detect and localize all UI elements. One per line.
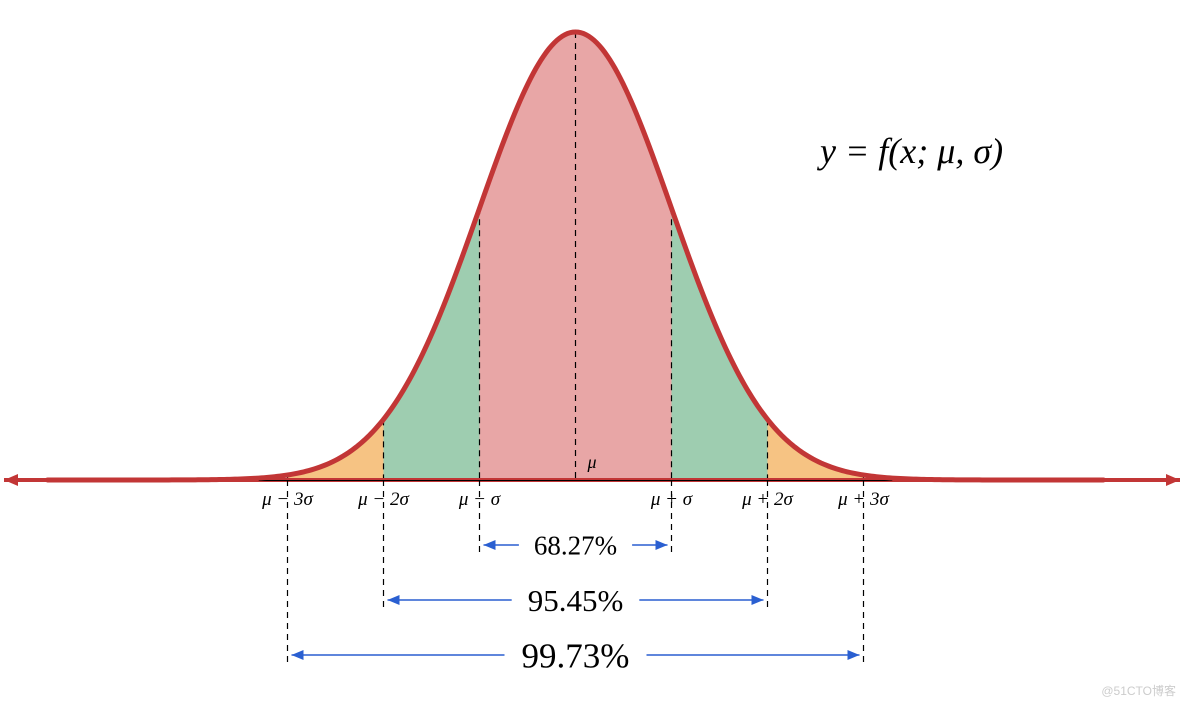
bracket-label-2sigma: 95.45% <box>528 583 624 618</box>
bracket-label-3sigma: 99.73% <box>522 636 630 675</box>
axis-label-0sigma: μ <box>587 452 597 472</box>
watermark: @51CTO博客 <box>1101 682 1176 699</box>
bracket-label-1sigma: 68.27% <box>534 530 617 560</box>
formula-label: y = f(x; μ, σ) <box>820 130 1003 172</box>
normal-distribution-chart: μ − 3σμ − 2σμ − σμμ + σμ + 2σμ + 3σ68.27… <box>0 0 1184 705</box>
